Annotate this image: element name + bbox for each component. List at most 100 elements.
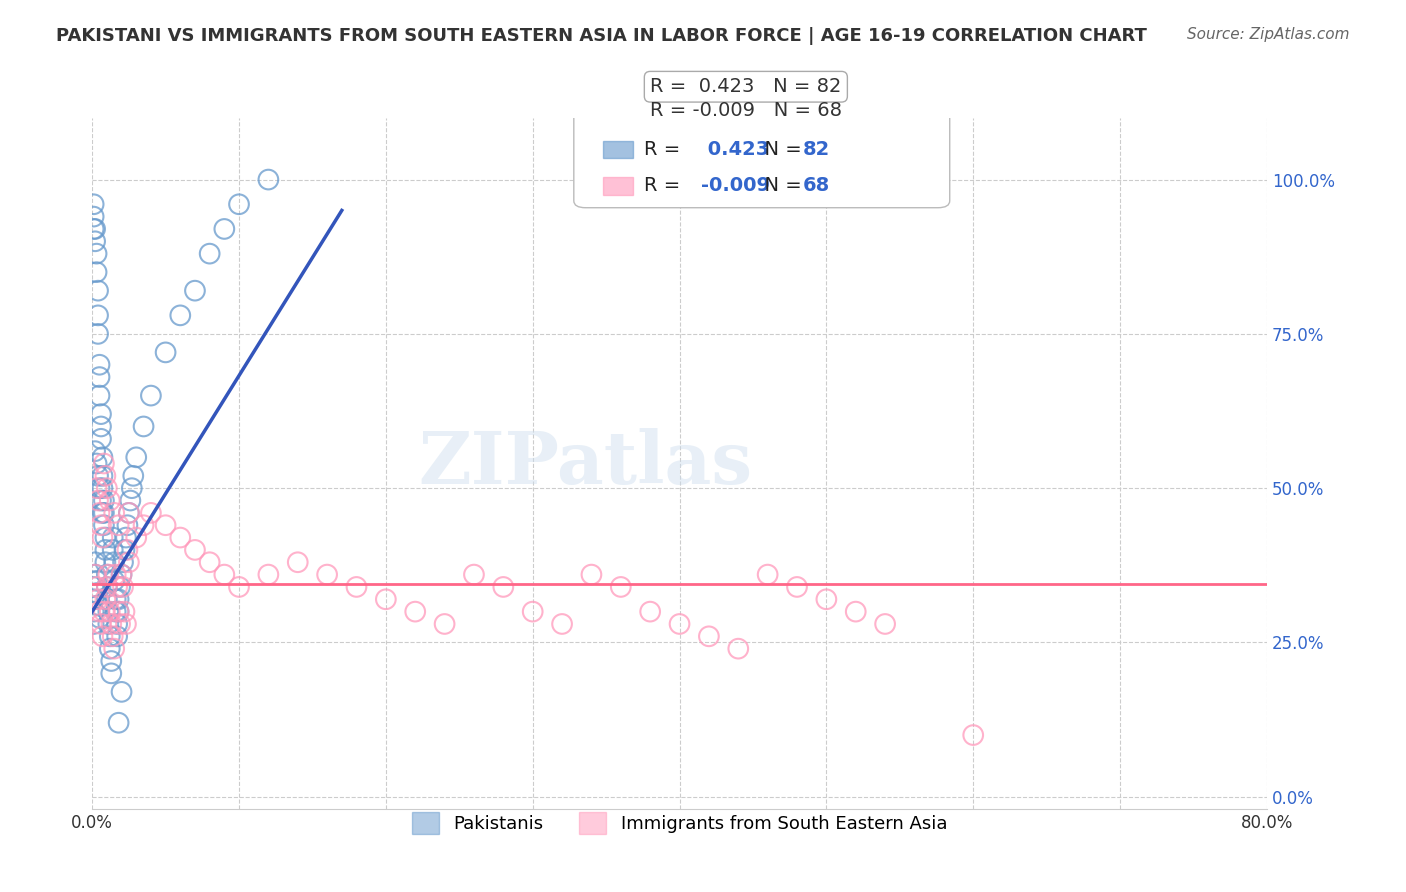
Point [89,358,111,372]
Point [845,605,868,619]
Point [94,531,117,545]
Point [962,728,984,742]
Point [98,493,121,508]
Point [87,284,110,298]
Point [83,592,105,607]
Point [118,506,141,520]
Point [110,685,132,699]
Point [786,580,808,594]
Point [374,592,396,607]
Text: 0.423: 0.423 [700,140,769,159]
Point [90,617,112,632]
Point [110,567,132,582]
Point [87,599,110,613]
Point [104,592,127,607]
Point [84,567,107,582]
Text: Source: ZipAtlas.com: Source: ZipAtlas.com [1187,27,1350,42]
Text: ZIPatlas: ZIPatlas [419,428,752,499]
Point [94,542,117,557]
Point [108,617,131,632]
Point [139,506,162,520]
Point [107,605,129,619]
Point [91,531,114,545]
Point [96,481,118,495]
Point [86,586,108,600]
Point [97,617,120,632]
Text: -0.009: -0.009 [700,177,769,195]
Text: N =: N = [752,140,808,159]
Text: R = -0.009   N = 68: R = -0.009 N = 68 [650,102,842,120]
Point [96,580,118,594]
Point [463,567,485,582]
Point [120,493,142,508]
Point [103,574,125,588]
Point [118,555,141,569]
Text: N =: N = [752,177,808,195]
Point [111,580,134,594]
Point [105,629,128,643]
Point [83,210,105,224]
Point [257,567,280,582]
Point [132,518,155,533]
Point [89,506,111,520]
Point [91,629,114,643]
Point [132,419,155,434]
Point [184,542,207,557]
Point [86,265,108,279]
Point [96,567,118,582]
Point [668,617,690,632]
Text: 82: 82 [803,140,830,159]
Point [257,172,280,186]
Point [551,617,574,632]
Text: R =: R = [644,177,686,195]
Point [87,493,110,508]
Point [815,592,838,607]
Text: R =  0.423   N = 82: R = 0.423 N = 82 [650,78,842,96]
Point [83,617,105,632]
Point [91,450,114,465]
Point [89,388,111,402]
Point [98,629,121,643]
Point [104,605,127,619]
Point [100,617,122,632]
Point [610,580,633,594]
Point [108,580,131,594]
Point [346,580,368,594]
Point [86,481,108,495]
Point [122,468,145,483]
Point [83,222,105,236]
Point [581,567,603,582]
Point [96,580,118,594]
Point [433,617,456,632]
Point [91,506,114,520]
Point [97,605,120,619]
Point [107,715,129,730]
Point [115,531,138,545]
Point [121,481,143,495]
Point [287,555,309,569]
Point [98,605,121,619]
Point [875,617,897,632]
Point [86,580,108,594]
Legend: Pakistanis, Immigrants from South Eastern Asia: Pakistanis, Immigrants from South Easter… [405,805,955,841]
Point [756,567,779,582]
Point [139,388,162,402]
Point [115,617,138,632]
Point [86,574,108,588]
Point [90,407,112,421]
Point [184,284,207,298]
Point [83,580,105,594]
Point [87,592,110,607]
Point [91,481,114,495]
Point [107,605,129,619]
Point [155,518,177,533]
Point [90,419,112,434]
Text: R =: R = [644,140,686,159]
Point [84,444,107,458]
Point [117,542,139,557]
Point [114,605,136,619]
Point [125,531,148,545]
Point [727,641,749,656]
Point [101,542,124,557]
FancyBboxPatch shape [574,111,949,208]
